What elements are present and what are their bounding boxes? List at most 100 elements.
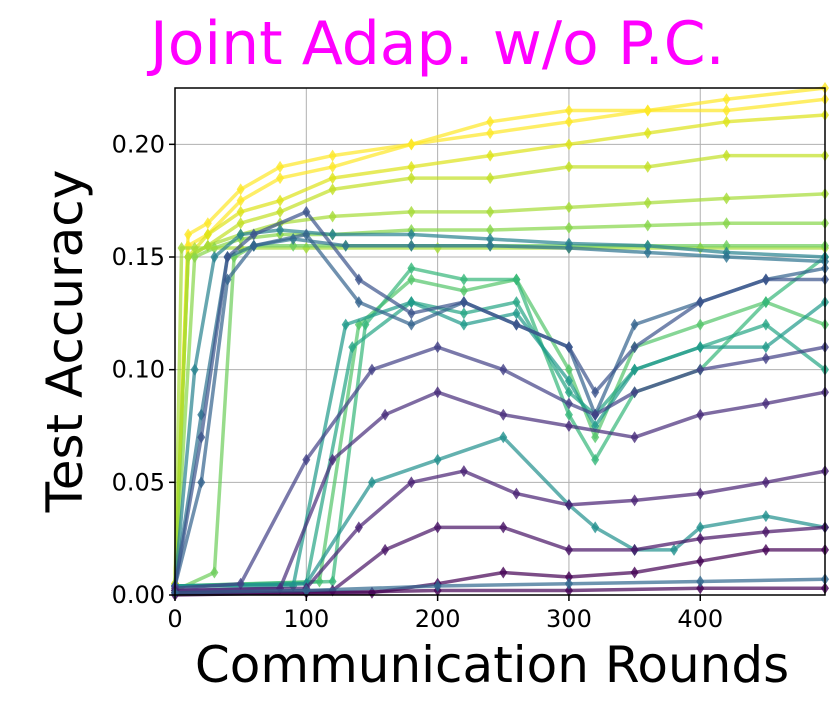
data-point — [236, 228, 245, 241]
x-tick-label: 100 — [283, 605, 329, 633]
data-point — [236, 183, 245, 196]
data-point — [276, 172, 285, 185]
data-point — [564, 221, 573, 234]
data-point — [407, 262, 416, 275]
data-point — [643, 127, 652, 140]
data-point — [407, 138, 416, 151]
series-line — [174, 525, 826, 595]
data-point — [302, 205, 311, 218]
data-point — [761, 510, 770, 523]
data-point — [591, 453, 600, 466]
data-point — [696, 555, 705, 568]
x-tick-label: 400 — [677, 605, 723, 633]
data-point — [722, 192, 731, 205]
x-tick-label: 200 — [415, 605, 461, 633]
data-point — [696, 487, 705, 500]
data-point — [177, 241, 186, 254]
data-point — [433, 241, 442, 254]
data-point — [433, 341, 442, 354]
data-point — [302, 241, 311, 254]
data-point — [486, 172, 495, 185]
series-8 — [171, 273, 829, 592]
data-point — [696, 575, 705, 588]
data-point — [630, 431, 639, 444]
data-point — [407, 160, 416, 173]
data-point — [722, 149, 731, 162]
data-point — [591, 386, 600, 399]
data-point — [354, 273, 363, 286]
series-1 — [171, 93, 829, 590]
ticks: 0 100 200 300 400 0.00 0.05 0.10 0.15 0.20 — [112, 130, 724, 633]
series-11 — [171, 296, 829, 592]
data-point — [433, 386, 442, 399]
data-point — [591, 521, 600, 534]
data-point — [289, 239, 298, 252]
data-point — [564, 584, 573, 597]
data-point — [630, 341, 639, 354]
data-point — [407, 318, 416, 331]
series-line — [174, 586, 825, 597]
data-point — [564, 201, 573, 214]
data-point — [564, 543, 573, 556]
data-point — [486, 205, 495, 218]
data-point — [184, 251, 193, 263]
data-point — [722, 115, 731, 128]
data-point — [367, 476, 376, 489]
data-point — [696, 532, 705, 545]
series-line — [173, 210, 825, 587]
data-point — [722, 104, 731, 117]
series-line — [174, 390, 826, 593]
data-point — [433, 521, 442, 534]
data-point — [564, 386, 573, 399]
data-point — [564, 498, 573, 511]
series-18 — [171, 386, 829, 597]
data-point — [459, 465, 468, 478]
data-point — [564, 570, 573, 583]
data-point — [203, 217, 212, 230]
data-point — [761, 397, 770, 410]
data-point — [643, 160, 652, 173]
data-point — [761, 352, 770, 365]
data-point — [696, 408, 705, 421]
data-point — [761, 273, 770, 286]
data-point — [223, 251, 232, 263]
data-point — [459, 318, 468, 331]
data-point — [499, 521, 508, 534]
series-line — [173, 228, 826, 587]
data-point — [328, 160, 337, 173]
data-point — [486, 115, 495, 128]
data-point — [564, 577, 573, 590]
data-point — [564, 241, 573, 254]
data-point — [722, 251, 731, 263]
data-point — [407, 307, 416, 320]
data-point — [564, 104, 573, 117]
data-point — [630, 363, 639, 376]
data-point — [630, 494, 639, 507]
data-point — [407, 239, 416, 252]
data-point — [696, 521, 705, 534]
x-tick-label: 300 — [546, 605, 592, 633]
data-point — [433, 579, 442, 592]
data-point — [190, 241, 199, 254]
data-point — [591, 408, 600, 421]
data-point — [722, 217, 731, 230]
data-point — [459, 284, 468, 297]
data-point — [722, 93, 731, 106]
data-point — [643, 246, 652, 259]
data-point — [276, 223, 285, 236]
data-point — [512, 307, 521, 320]
series-line — [174, 345, 826, 590]
data-point — [696, 318, 705, 331]
data-point — [564, 408, 573, 421]
y-tick-label: 0.10 — [112, 356, 165, 384]
data-point — [407, 476, 416, 489]
data-point — [722, 239, 731, 252]
data-point — [407, 228, 416, 241]
data-point — [197, 476, 206, 489]
data-point — [591, 431, 600, 444]
series-line — [174, 300, 827, 588]
data-point — [696, 341, 705, 354]
data-point — [564, 363, 573, 376]
plot-frame — [174, 87, 826, 596]
data-point — [643, 239, 652, 252]
